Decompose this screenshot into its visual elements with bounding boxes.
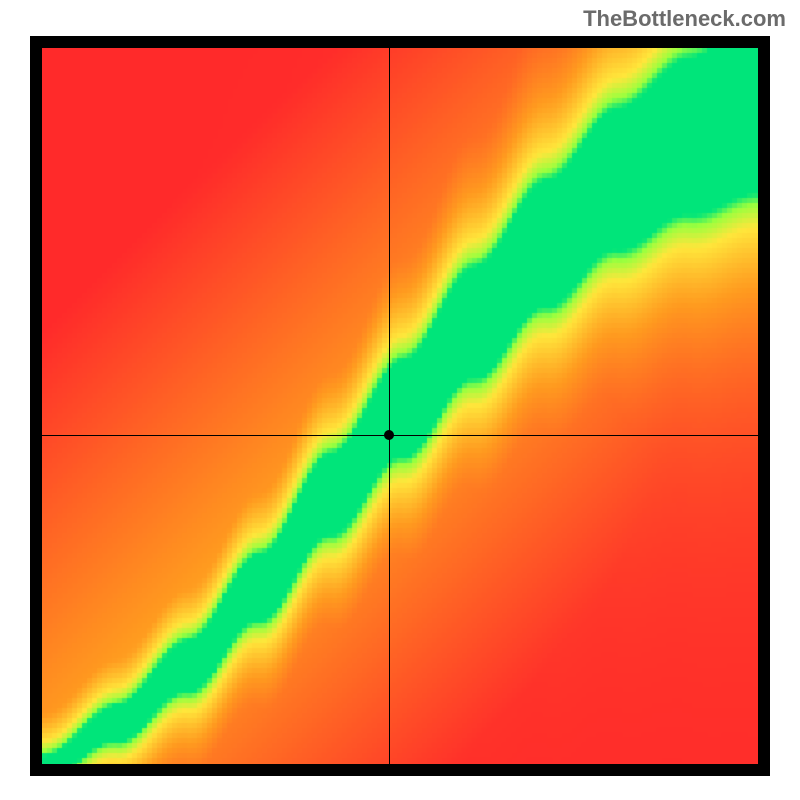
crosshair-horizontal [42, 435, 758, 436]
chart-container: TheBottleneck.com [0, 0, 800, 800]
crosshair-vertical [389, 48, 390, 764]
watermark-text: TheBottleneck.com [583, 6, 786, 32]
data-point-marker [384, 430, 394, 440]
chart-frame [30, 36, 770, 776]
heatmap-canvas [42, 48, 758, 764]
